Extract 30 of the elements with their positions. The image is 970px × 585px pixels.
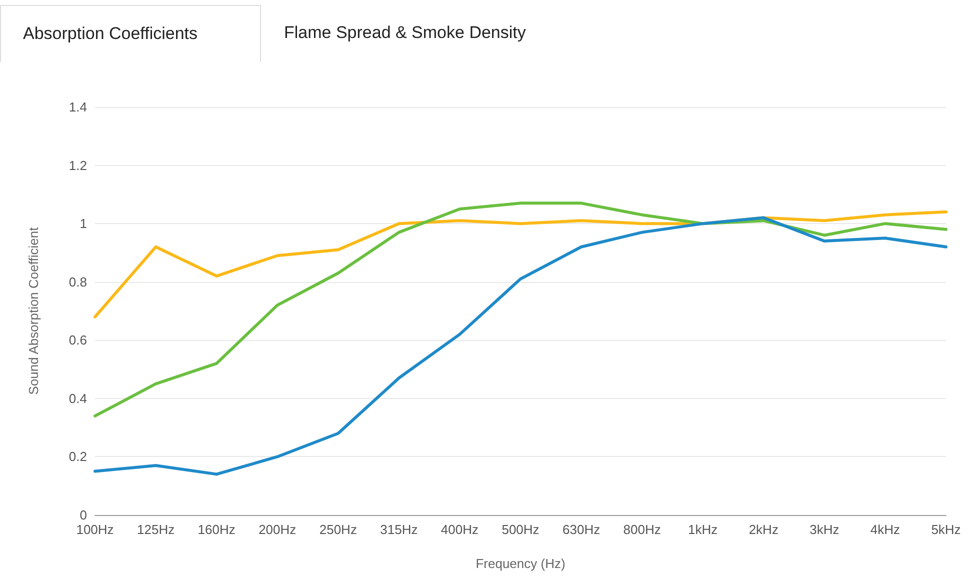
x-tick-label: 1kHz <box>688 522 718 537</box>
text: Absorption Coefficients <box>0 5 261 62</box>
line-series <box>94 216 948 476</box>
x-tick-label: 315Hz <box>380 522 418 537</box>
line-series <box>94 210 948 318</box>
y-tick-label: 1.4 <box>68 100 87 114</box>
x-tick-label: 200Hz <box>258 522 296 537</box>
x-tick-label: 160Hz <box>198 522 236 537</box>
x-tick-label: 125Hz <box>136 522 175 537</box>
x-tick-label: 630Hz <box>562 522 600 537</box>
x-axis-title: Frequency (Hz) <box>476 556 566 571</box>
x-tick-label: 250Hz <box>319 522 357 537</box>
y-tick-label: 0.4 <box>68 390 87 406</box>
y-tick-label: 1.2 <box>68 158 87 173</box>
x-tick-label: 3kHz <box>810 522 840 537</box>
x-tick-label: 2kHz <box>748 522 778 537</box>
x-tick-label: 4kHz <box>870 522 900 537</box>
x-tick-label: 100Hz <box>76 522 114 537</box>
x-tick-label: 5kHz <box>931 522 961 537</box>
y-tick-label: 0.8 <box>68 274 87 290</box>
line-series <box>94 202 948 418</box>
x-tick-label: 400Hz <box>440 522 479 537</box>
y-tick-label: 1 <box>80 216 87 232</box>
x-tick-label: 500Hz <box>502 522 540 537</box>
y-tick-label: 0.6 <box>68 332 87 348</box>
text: Flame Spread & Smoke Density <box>283 22 527 44</box>
y-axis-title: Sound Absorption Coefficient <box>26 226 41 395</box>
y-tick-label: 0.2 <box>68 449 87 464</box>
y-tick-label: 0 <box>80 508 87 522</box>
x-tick-label: 800Hz <box>623 522 661 537</box>
